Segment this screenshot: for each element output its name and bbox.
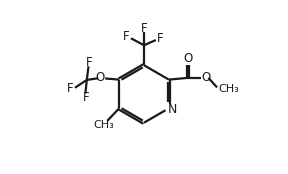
Text: F: F [67,82,74,95]
Text: F: F [123,30,130,43]
Text: F: F [86,56,93,69]
Text: O: O [202,71,211,84]
Text: F: F [157,32,164,45]
Text: O: O [183,52,193,65]
Text: O: O [96,71,105,84]
Text: CH₃: CH₃ [94,120,115,130]
Text: N: N [167,103,177,116]
Text: CH₃: CH₃ [219,84,239,94]
Text: F: F [141,22,147,35]
Text: F: F [83,91,90,104]
